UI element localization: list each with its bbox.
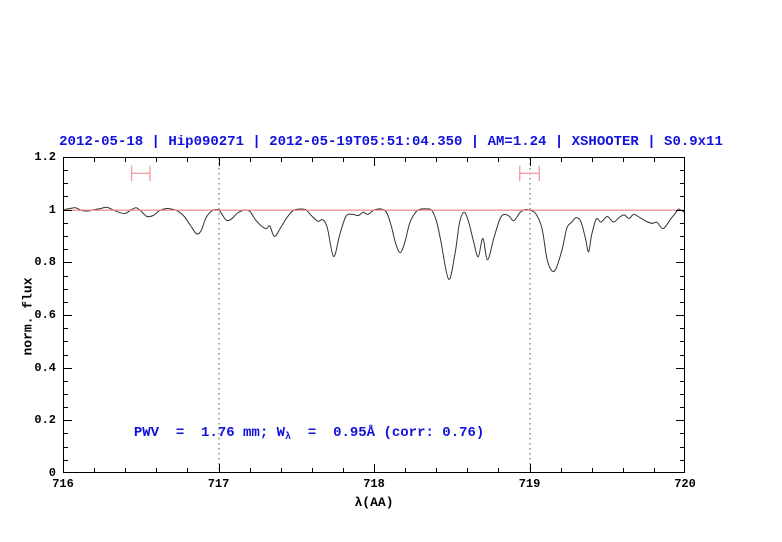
x-tick-label: 717 xyxy=(207,477,230,491)
plot-frame xyxy=(63,157,685,473)
spectrum-line xyxy=(63,206,685,280)
lambda-subscript: λ xyxy=(285,432,292,443)
y-tick-label: 1.2 xyxy=(34,150,56,164)
y-tick-label: 0 xyxy=(48,466,56,480)
y-tick-label: 0.6 xyxy=(34,308,56,322)
y-tick-label: 0.4 xyxy=(34,360,56,375)
x-axis-label: λ(AA) xyxy=(354,495,394,510)
x-tick-label: 720 xyxy=(674,477,696,491)
y-tick-label: 0.8 xyxy=(34,255,56,270)
pwv-annotation-text-rest: = 0.95Å (corr: 0.76) xyxy=(291,425,485,441)
x-tick-label: 718 xyxy=(363,477,385,491)
plot-title: 2012-05-18 | Hip090271 | 2012-05-19T05:5… xyxy=(59,134,723,150)
spectrum-plot-canvas xyxy=(63,157,685,473)
y-tick-label: 1 xyxy=(48,202,56,217)
x-tick-label: 716 xyxy=(52,477,74,491)
x-tick-label: 719 xyxy=(518,477,541,491)
pwv-annotation-text: PWV = 1.76 mm; W xyxy=(133,425,286,441)
pwv-annotation: PWV = 1.76 mm; Wλ = 0.95Å (corr: 0.76) xyxy=(117,409,484,443)
y-tick-label: 0.2 xyxy=(34,413,56,428)
